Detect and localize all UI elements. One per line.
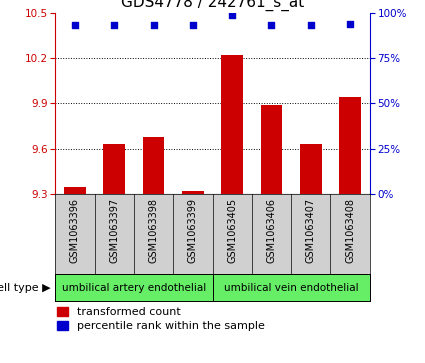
Text: GSM1063405: GSM1063405 xyxy=(227,198,237,263)
Point xyxy=(307,23,314,28)
Text: GSM1063396: GSM1063396 xyxy=(70,198,80,263)
Text: cell type ▶: cell type ▶ xyxy=(0,283,51,293)
Bar xyxy=(221,55,243,194)
Text: GSM1063398: GSM1063398 xyxy=(148,198,159,263)
Point xyxy=(150,23,157,28)
Point xyxy=(229,12,235,17)
Text: GSM1063407: GSM1063407 xyxy=(306,198,316,263)
Text: GSM1063397: GSM1063397 xyxy=(109,198,119,263)
Point xyxy=(111,23,118,28)
Title: GDS4778 / 242761_s_at: GDS4778 / 242761_s_at xyxy=(121,0,304,11)
Bar xyxy=(300,144,322,194)
Text: umbilical vein endothelial: umbilical vein endothelial xyxy=(224,283,358,293)
Text: GSM1063399: GSM1063399 xyxy=(188,198,198,263)
Point xyxy=(190,23,196,28)
Text: umbilical artery endothelial: umbilical artery endothelial xyxy=(62,283,206,293)
Point xyxy=(268,23,275,28)
Point xyxy=(71,23,78,28)
Text: GSM1063406: GSM1063406 xyxy=(266,198,277,263)
Bar xyxy=(103,144,125,194)
Bar xyxy=(261,105,282,194)
Bar xyxy=(182,191,204,194)
Bar xyxy=(143,137,164,194)
Bar xyxy=(339,97,361,194)
Bar xyxy=(64,187,86,194)
Point xyxy=(347,21,354,26)
Text: GSM1063408: GSM1063408 xyxy=(345,198,355,263)
Legend: transformed count, percentile rank within the sample: transformed count, percentile rank withi… xyxy=(57,307,264,331)
